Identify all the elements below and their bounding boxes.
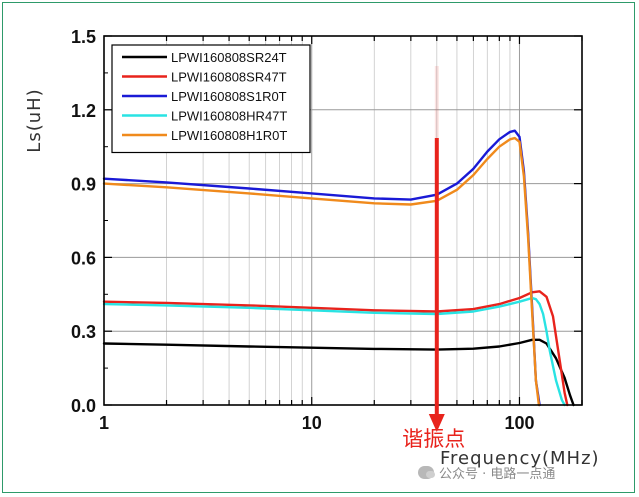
x-tick-label: 100 [504, 413, 534, 433]
legend-label: LPWI160808H1R0T [171, 128, 287, 143]
x-tick-label: 10 [302, 413, 322, 433]
y-tick-label: 0.6 [71, 248, 96, 268]
legend-label: LPWI160808SR47T [171, 70, 287, 85]
y-tick-label: 0.9 [71, 175, 96, 195]
legend-label: LPWI160808SR24T [171, 50, 287, 65]
series-line-LPWI160808H1R0T [102, 136, 541, 407]
y-tick-label: 1.5 [71, 27, 96, 47]
resonance-arrow-head [428, 414, 445, 432]
watermark-text: 公众号 · 电路一点通 [439, 467, 556, 482]
wechat-icon [418, 466, 435, 479]
legend-label: LPWI160808HR47T [171, 109, 287, 124]
series-line-LPWI160808HR47T [102, 296, 566, 407]
x-axis-label: Frequency(MHz) [440, 448, 600, 469]
resonance-annotation-label: 谐振点 [402, 427, 465, 451]
plot-border [103, 35, 583, 406]
y-axis-label: Ls(uH) [24, 88, 45, 152]
watermark: 公众号 · 电路一点通 [418, 463, 555, 482]
y-tick-label: 1.2 [71, 101, 96, 121]
y-tick-label: 0.0 [71, 396, 96, 416]
x-tick-label: 1 [99, 413, 109, 433]
legend-label: LPWI160808S1R0T [171, 89, 287, 104]
y-tick-label: 0.3 [71, 322, 96, 342]
series-line-LPWI160808SR47T [102, 290, 569, 407]
